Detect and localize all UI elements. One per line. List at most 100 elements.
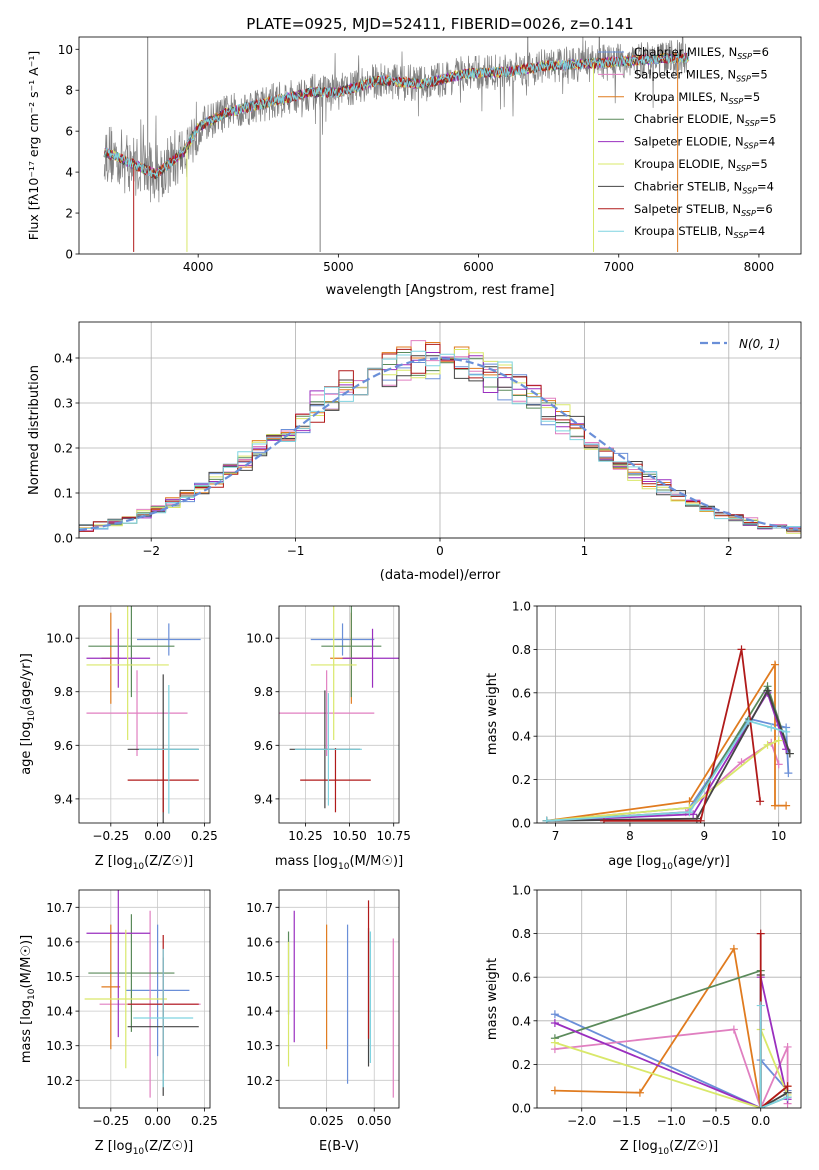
y-tick-label: 10.6 xyxy=(246,935,273,949)
axes-frame xyxy=(78,889,211,1109)
y-tick-label: 10.3 xyxy=(246,1039,273,1053)
weight-lines xyxy=(542,645,794,823)
weight-marker xyxy=(783,1093,792,1102)
weight-line xyxy=(546,739,780,822)
weight-marker xyxy=(767,723,776,732)
weight-line xyxy=(759,933,789,1108)
x-axis-label: Z [log10(Z/Z☉)] xyxy=(95,854,193,872)
axes-frame xyxy=(278,605,400,824)
x-tick-label: 10.75 xyxy=(377,829,411,843)
y-tick-label: 10.3 xyxy=(46,1039,73,1053)
axes-frame xyxy=(78,36,802,255)
weight-marker xyxy=(783,1082,792,1091)
y-tick-label: 0 xyxy=(65,248,73,262)
spectrum-lines xyxy=(103,37,690,252)
x-axis-label: age [log10(age/yr)] xyxy=(608,854,730,872)
y-tick-label: 0.3 xyxy=(54,397,73,411)
x-tick-label: −1.0 xyxy=(657,1114,686,1128)
weight-marker xyxy=(550,1010,559,1019)
x-tick-label: −1 xyxy=(287,544,305,558)
error-bars xyxy=(86,606,201,823)
y-tick-label: 9.8 xyxy=(54,685,73,699)
weight-marker xyxy=(744,717,753,726)
y-tick-label: 9.4 xyxy=(254,792,273,806)
x-axis-label: (data-model)/error xyxy=(380,568,501,583)
x-tick-label: −0.25 xyxy=(92,829,129,843)
y-axis-label: age [log10(age/yr)] xyxy=(19,653,37,775)
x-axis-label: E(B-V) xyxy=(319,1139,359,1154)
weight-marker xyxy=(782,801,791,810)
legend-entry: Salpeter MILES, NSSP=5 xyxy=(634,67,768,83)
x-tick-label: 0.25 xyxy=(191,829,218,843)
y-tick-label: 0.1 xyxy=(54,487,73,501)
x-tick-label: 0.00 xyxy=(144,1114,171,1128)
y-tick-label: 4 xyxy=(65,166,73,180)
age-vs-Z-axes: −0.25 0.00 0.25 9.4 9.6 9.8 10.0 Z [log10(Z/Z☉)… xyxy=(19,605,218,872)
x-tick-label: 6000 xyxy=(463,260,494,274)
y-tick-label: 9.6 xyxy=(54,739,73,753)
weight-marker xyxy=(770,801,779,810)
y-tick-label: 1.0 xyxy=(512,884,531,898)
x-axis-label: Z [log10(Z/Z☉)] xyxy=(620,1139,718,1157)
weight-line xyxy=(603,649,761,822)
y-tick-label: 0.0 xyxy=(512,817,531,831)
legend-entry: Salpeter ELODIE, NSSP=4 xyxy=(634,135,775,151)
y-tick-label: 10.0 xyxy=(246,632,273,646)
y-tick-label: 10.7 xyxy=(46,901,73,915)
weight-marker xyxy=(635,1088,644,1097)
histogram-axes: −2 −1 0 1 2 0.0 0.1 0.2 0.3 0.4 N(0, 1) (data-model… xyxy=(27,321,802,583)
weight-marker xyxy=(782,727,791,736)
axes-frame xyxy=(78,321,802,539)
axes-frame xyxy=(278,889,400,1109)
x-tick-label: −2 xyxy=(142,544,160,558)
weight-marker xyxy=(763,686,772,695)
x-tick-label: −1.5 xyxy=(612,1114,641,1128)
weight-marker xyxy=(783,1042,792,1051)
weight-vs-Z-axes: −2.0 −1.5 −1.0 −0.5 0.0 0.0 0.2 0.4 0.6 0.8 1.0 Z [… xyxy=(485,884,802,1157)
axes-frame xyxy=(536,605,802,824)
x-tick-label: 4000 xyxy=(183,260,214,274)
y-tick-label: 0.4 xyxy=(54,352,73,366)
y-tick-label: 0.8 xyxy=(512,927,531,941)
spectrum-axes: 4000 5000 6000 7000 8000 0 2 4 6 8 10 Chabrier MILE… xyxy=(26,36,802,298)
x-axis-label: Z [log10(Z/Z☉)] xyxy=(95,1139,193,1157)
y-tick-label: 10.4 xyxy=(46,1005,73,1019)
y-tick-label: 0.2 xyxy=(54,442,73,456)
x-tick-label: 10.50 xyxy=(332,829,366,843)
x-tick-label: −0.5 xyxy=(701,1114,730,1128)
weight-lines xyxy=(550,929,792,1108)
x-tick-label: 7 xyxy=(552,829,560,843)
y-tick-label: 8 xyxy=(65,84,73,98)
error-bars xyxy=(279,606,399,813)
weight-marker xyxy=(763,740,772,749)
y-tick-label: 10.6 xyxy=(46,935,73,949)
x-tick-label: 0 xyxy=(436,544,444,558)
y-tick-label: 0.8 xyxy=(512,643,531,657)
x-tick-label: 0.0 xyxy=(751,1114,770,1128)
y-tick-label: 0.6 xyxy=(512,686,531,700)
y-tick-label: 6 xyxy=(65,125,73,139)
legend-entry: N(0, 1) xyxy=(739,337,780,351)
figure-title: PLATE=0925, MJD=52411, FIBERID=0026, z=0… xyxy=(246,15,633,33)
y-tick-label: 10.2 xyxy=(246,1074,273,1088)
weight-marker xyxy=(770,660,779,669)
x-axis-label: wavelength [Angstrom, rest frame] xyxy=(326,283,555,298)
legend-entry: Kroupa STELIB, NSSP=4 xyxy=(634,224,765,240)
weight-marker xyxy=(774,736,783,745)
weight-marker xyxy=(696,816,705,823)
weight-line xyxy=(554,1028,789,1108)
y-axis-label: mass weight xyxy=(485,958,500,1040)
y-tick-label: 10.4 xyxy=(246,1005,273,1019)
legend-entry: Kroupa ELODIE, NSSP=5 xyxy=(634,157,768,173)
weight-marker xyxy=(756,1104,765,1108)
x-tick-label: 0.050 xyxy=(357,1114,391,1128)
y-tick-label: 10.2 xyxy=(46,1074,73,1088)
x-tick-label: 5000 xyxy=(323,260,354,274)
spectrum-legend: Chabrier MILES, NSSP=6 Salpeter MILES, NS… xyxy=(598,45,776,240)
weight-marker xyxy=(685,808,694,817)
y-tick-label: 10.0 xyxy=(46,632,73,646)
y-axis-label: mass weight xyxy=(485,673,500,755)
y-tick-label: 9.4 xyxy=(54,792,73,806)
y-tick-label: 10.5 xyxy=(246,970,273,984)
